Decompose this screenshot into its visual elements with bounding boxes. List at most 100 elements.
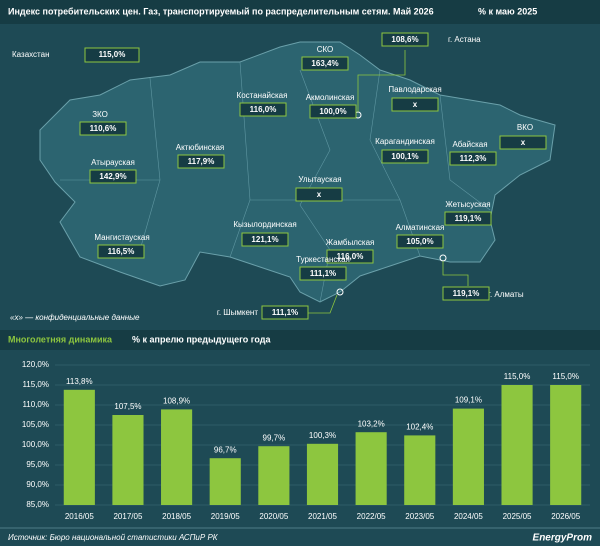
- y-tick-label: 105,0%: [22, 420, 49, 429]
- y-tick-label: 110,0%: [22, 400, 49, 409]
- region-value: 119,1%: [453, 289, 480, 298]
- chart-header-bar: [0, 330, 600, 350]
- value-box: [84, 47, 140, 63]
- value-label: 99,7%: [263, 433, 286, 442]
- y-tick-label: 95,0%: [26, 460, 49, 469]
- value-label: 107,5%: [114, 402, 141, 411]
- region-name: Улытауская: [298, 175, 341, 184]
- value-box: [301, 56, 349, 71]
- value-label: 103,2%: [358, 419, 385, 428]
- region-name: СКО: [317, 45, 334, 54]
- region-name: Алматинская: [396, 223, 445, 232]
- region-value: 111,1%: [272, 308, 298, 317]
- region-value: 112,3%: [460, 154, 487, 163]
- shymkent-marker: [336, 288, 344, 296]
- country-name: Казахстан: [12, 50, 50, 59]
- region-name: Актюбинская: [176, 143, 225, 152]
- y-tick-label: 100,0%: [22, 440, 49, 449]
- y-tick-label: 120,0%: [22, 360, 49, 369]
- value-label: 109,1%: [455, 396, 482, 405]
- region-name: Туркестанская: [296, 255, 350, 264]
- region-value: 116,0%: [337, 252, 364, 261]
- bar: [404, 435, 436, 505]
- chart-title: Многолетняя динамика: [8, 334, 113, 344]
- region-value: 119,1%: [455, 214, 482, 223]
- value-box: [381, 149, 429, 164]
- value-box: [241, 232, 289, 247]
- leader-lines: [300, 50, 469, 314]
- value-label: 108,9%: [163, 397, 190, 406]
- x-tick-label: 2016/05: [65, 512, 94, 521]
- value-box: [499, 135, 547, 150]
- region-name: Атырауская: [91, 158, 135, 167]
- source: Источник: Бюро национальной статистики А…: [8, 533, 219, 542]
- x-tick-label: 2024/05: [454, 512, 483, 521]
- region-name: Жамбылская: [326, 238, 375, 247]
- header-bar: [0, 0, 600, 24]
- value-box: [177, 154, 225, 169]
- region-name: ЗКО: [92, 110, 108, 119]
- bar: [209, 458, 241, 505]
- region-name: Мангистауская: [94, 233, 149, 242]
- bar: [306, 443, 339, 505]
- bar: [63, 389, 95, 505]
- value-box: [295, 187, 343, 202]
- region-name: Павлодарская: [388, 85, 441, 94]
- value-box: [79, 121, 127, 136]
- region-name: Карагандинская: [375, 137, 435, 146]
- region-name: Кызылординская: [233, 220, 296, 229]
- x-tick-label: 2023/05: [405, 512, 434, 521]
- x-tick-label: 2021/05: [308, 512, 337, 521]
- country-value: 115,0%: [99, 50, 126, 59]
- region-value: 108,6%: [391, 35, 418, 44]
- region-value: 121,1%: [251, 235, 278, 244]
- y-tick-label: 90,0%: [26, 480, 49, 489]
- region-value: x: [317, 190, 322, 199]
- chart-subtitle: % к апрелю предыдущего года: [132, 334, 271, 344]
- region-value: 111,1%: [310, 269, 336, 278]
- value-box: [396, 234, 444, 249]
- region-value: 163,4%: [311, 59, 338, 68]
- y-tick-label: 115,0%: [22, 380, 49, 389]
- region-name: г. Шымкент: [217, 308, 258, 317]
- x-tick-label: 2017/05: [113, 512, 142, 521]
- bar: [112, 415, 144, 505]
- bar: [550, 385, 582, 505]
- region-value: 110,6%: [90, 124, 117, 133]
- region-value: 105,0%: [406, 237, 433, 246]
- unit: % к маю 2025: [478, 6, 537, 16]
- bar: [355, 432, 387, 505]
- x-tick-label: 2020/05: [259, 512, 288, 521]
- value-label: 113,8%: [66, 377, 93, 386]
- region-name: Акмолинская: [306, 93, 355, 102]
- title: Индекс потребительских цен. Газ, транспо…: [8, 6, 434, 16]
- x-tick-label: 2022/05: [357, 512, 386, 521]
- value-label: 100,3%: [309, 431, 336, 440]
- value-box: [261, 305, 309, 320]
- value-box: [444, 211, 492, 226]
- x-tick-label: 2019/05: [211, 512, 240, 521]
- value-box: [239, 102, 287, 117]
- region-value: 100,1%: [391, 152, 418, 161]
- value-box: [381, 32, 429, 47]
- region-value: x: [413, 100, 418, 109]
- region-name: Жетысуская: [445, 200, 490, 209]
- value-label: 115,0%: [504, 372, 531, 381]
- x-tick-label: 2018/05: [162, 512, 191, 521]
- value-label: 102,4%: [406, 423, 433, 432]
- x-tick-label: 2026/05: [551, 512, 580, 521]
- bar: [452, 408, 484, 505]
- value-box: [442, 286, 490, 301]
- region-value: x: [521, 138, 526, 147]
- region-value: 116,5%: [108, 247, 135, 256]
- value-box: [326, 249, 374, 264]
- bar: [161, 409, 193, 505]
- bar: [501, 385, 533, 505]
- value-box: [89, 169, 137, 184]
- x-tick-label: 2025/05: [503, 512, 532, 521]
- region-value: 117,9%: [188, 157, 215, 166]
- region-value: 142,9%: [99, 172, 126, 181]
- region-name: Абайская: [452, 140, 487, 149]
- note: «х» — конфиденциальные данные: [10, 313, 140, 322]
